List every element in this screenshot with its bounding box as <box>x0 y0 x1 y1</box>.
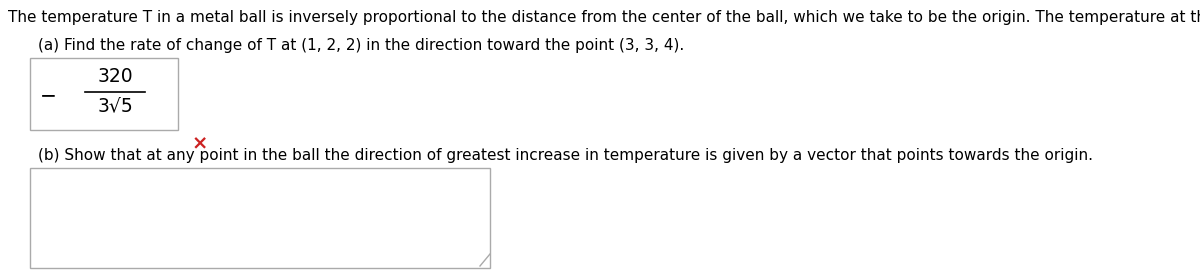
Text: 320: 320 <box>97 67 133 86</box>
Bar <box>30 168 490 268</box>
Bar <box>30 58 178 130</box>
Text: The temperature T in a metal ball is inversely proportional to the distance from: The temperature T in a metal ball is inv… <box>8 10 1200 25</box>
Text: ×: × <box>192 134 209 153</box>
Text: (a) Find the rate of change of T at (1, 2, 2) in the direction toward the point : (a) Find the rate of change of T at (1, … <box>38 38 684 53</box>
Text: (b) Show that at any point in the ball the direction of greatest increase in tem: (b) Show that at any point in the ball t… <box>38 148 1093 163</box>
Text: −: − <box>40 87 56 106</box>
Text: 3√5: 3√5 <box>97 96 133 115</box>
